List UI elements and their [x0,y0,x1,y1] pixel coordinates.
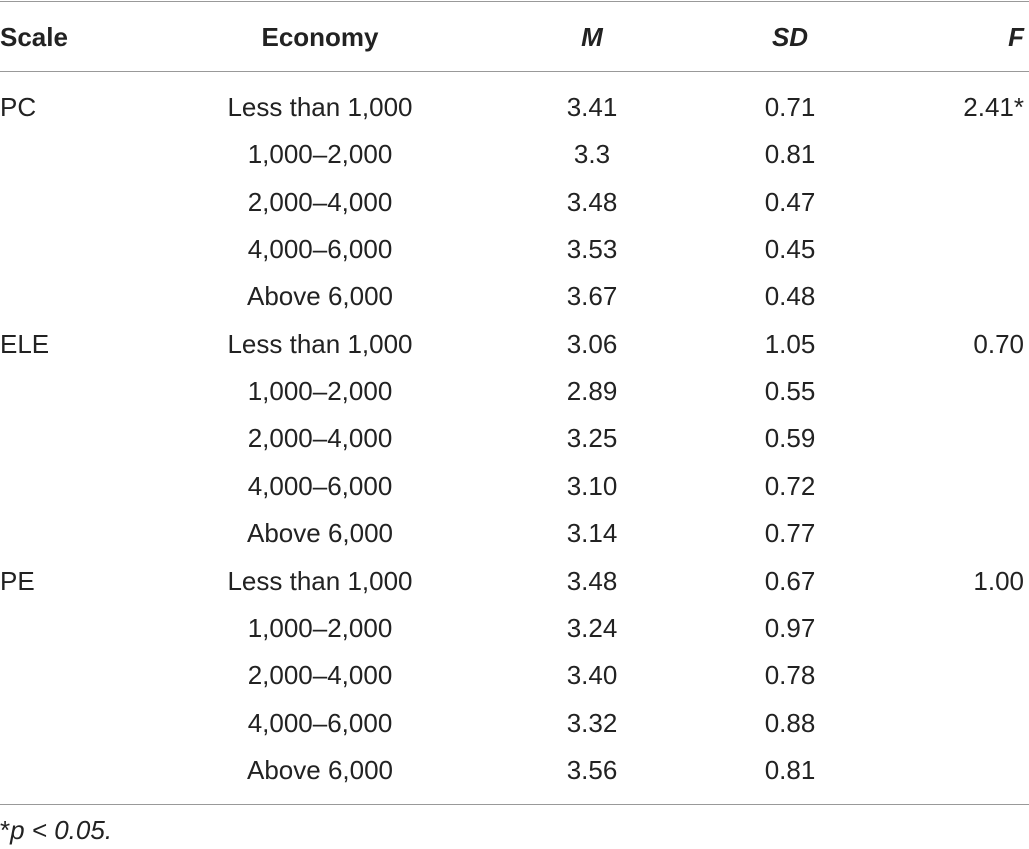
header-cell: Economy [261,22,379,52]
economy-cell: 1,000–2,000 [247,376,393,407]
sd-cell: 0.77 [764,518,816,549]
m-cell: 2.89 [566,376,618,407]
economy-cell: Less than 1,000 [227,92,413,122]
header-cell: F [1008,22,1024,52]
m-cell: 3.25 [566,423,618,454]
economy-cell: Less than 1,000 [227,328,413,359]
f-cell: 0.70 [973,328,1024,359]
header-cell: Scale [0,22,68,52]
economy-cell: 4,000–6,000 [247,707,393,738]
economy-cell: 1,000–2,000 [247,139,393,170]
economy-cell: Less than 1,000 [227,565,413,596]
economy-cell: Above 6,000 [246,754,394,785]
m-cell: 3.53 [566,234,618,265]
f-cell: 2.41* [963,92,1024,122]
header-rule [0,71,1029,72]
m-cell: 3.48 [566,186,618,217]
m-cell: 3.40 [566,660,618,691]
footnote-marker: * [0,815,11,845]
top-rule [0,1,1029,2]
scale-cell: ELE [0,328,50,359]
m-cell: 3.24 [566,612,618,643]
sd-cell: 0.59 [764,423,816,454]
f-cell: 1.00 [973,565,1024,596]
sd-cell: 0.72 [764,470,816,501]
m-cell: 3.48 [566,565,618,596]
economy-cell: 4,000–6,000 [247,234,393,265]
sd-cell: 0.78 [764,660,816,691]
m-cell: 3.56 [566,754,618,785]
economy-cell: 1,000–2,000 [247,612,393,643]
economy-cell: 2,000–4,000 [247,660,393,691]
sd-cell: 0.45 [764,234,816,265]
footnote: *p < 0.05. [0,815,112,845]
economy-cell: Above 6,000 [246,281,394,312]
footnote-text: p < 0.05. [10,815,113,845]
m-cell: 3.10 [566,470,618,501]
header-cell: M [581,22,603,52]
m-cell: 3.14 [566,518,618,549]
economy-cell: 4,000–6,000 [247,470,393,501]
sd-cell: 0.67 [764,565,816,596]
sd-cell: 0.97 [764,612,816,643]
scale-cell: PC [0,92,37,122]
sd-cell: 0.55 [764,376,816,407]
sd-cell: 0.81 [764,139,816,170]
scale-cell: PE [0,565,35,596]
economy-cell: Above 6,000 [246,518,394,549]
sd-cell: 0.47 [764,186,816,217]
economy-cell: 2,000–4,000 [247,186,393,217]
sd-cell: 0.71 [764,92,816,122]
m-cell: 3.3 [573,139,611,170]
sd-cell: 0.48 [764,281,816,312]
sd-cell: 1.05 [764,328,816,359]
header-cell: SD [771,22,809,52]
sd-cell: 0.88 [764,707,816,738]
m-cell: 3.41 [566,92,618,122]
economy-cell: 2,000–4,000 [247,423,393,454]
m-cell: 3.32 [566,707,618,738]
bottom-rule [0,804,1029,805]
sd-cell: 0.81 [764,754,816,785]
m-cell: 3.67 [566,281,618,312]
m-cell: 3.06 [566,328,618,359]
